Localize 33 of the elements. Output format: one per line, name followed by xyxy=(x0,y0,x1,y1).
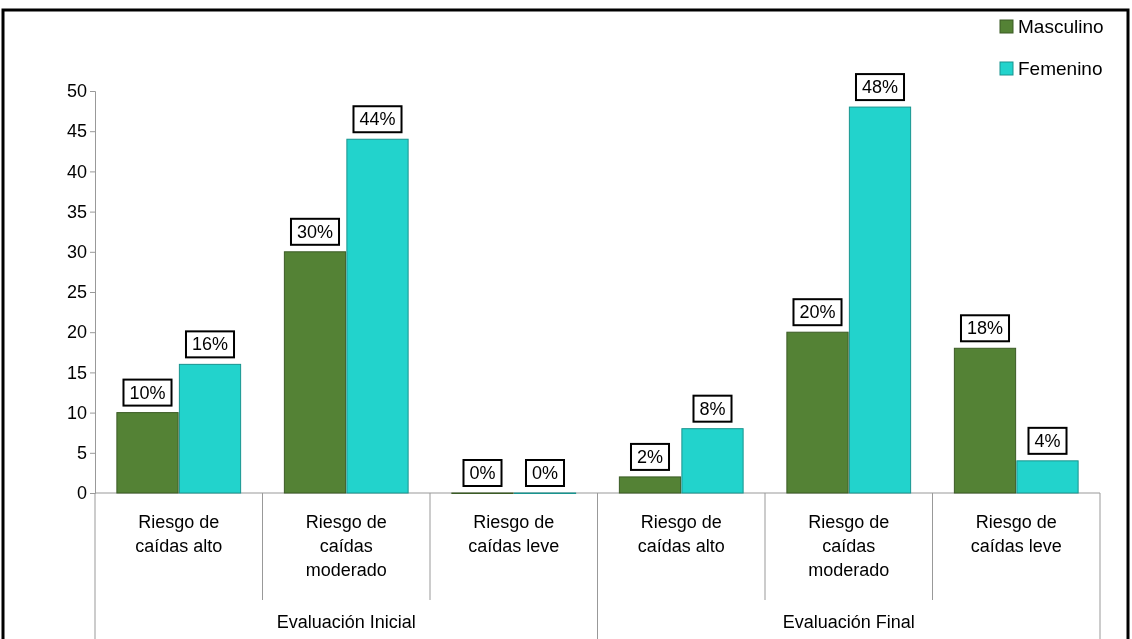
data-label: 0% xyxy=(531,463,559,483)
x-tick-label: Riesgo de caídas leve xyxy=(970,512,1062,556)
data-label: 4% xyxy=(1034,430,1061,451)
data-label: 20% xyxy=(799,302,836,323)
data-label: 30% xyxy=(296,221,334,242)
y-tick-label: 20 xyxy=(66,322,87,343)
y-tick-label: 0 xyxy=(76,483,87,504)
y-tick-label: 45 xyxy=(66,121,87,142)
y-tick-label: 5 xyxy=(76,443,87,464)
x-tick-label: Riesgo de caídas alto xyxy=(637,512,725,556)
y-tick-label: 10 xyxy=(66,402,87,423)
text: Evaluación Inicial xyxy=(276,612,416,632)
x-tick-label: Riesgo de caídas leve xyxy=(468,512,560,556)
data-label: 0% xyxy=(469,463,496,483)
legend-label: Masculino xyxy=(1018,16,1104,37)
y-tick-label: 15 xyxy=(66,362,87,383)
x-tick-label: Riesgo de caídas alto xyxy=(135,512,223,556)
text: Evaluación Final xyxy=(782,612,915,632)
y-tick-label: 30 xyxy=(66,242,87,263)
data-label: 8% xyxy=(699,398,726,419)
x-tick-label: Riesgo de caídas moderado xyxy=(808,512,890,580)
data-label: 48% xyxy=(861,77,899,98)
data-label: 18% xyxy=(966,318,1004,339)
y-tick-label: 40 xyxy=(66,161,87,182)
y-tick-label: 25 xyxy=(66,282,87,303)
y-tick-label: 35 xyxy=(66,201,87,222)
legend-label: Femenino xyxy=(1018,58,1103,79)
data-label: 16% xyxy=(191,334,229,355)
y-tick-label: 50 xyxy=(66,81,87,102)
x-tick-label: Riesgo de caídas moderado xyxy=(305,512,387,580)
data-label: 44% xyxy=(359,109,396,130)
data-label: 10% xyxy=(129,382,166,403)
data-label: 2% xyxy=(636,446,664,467)
